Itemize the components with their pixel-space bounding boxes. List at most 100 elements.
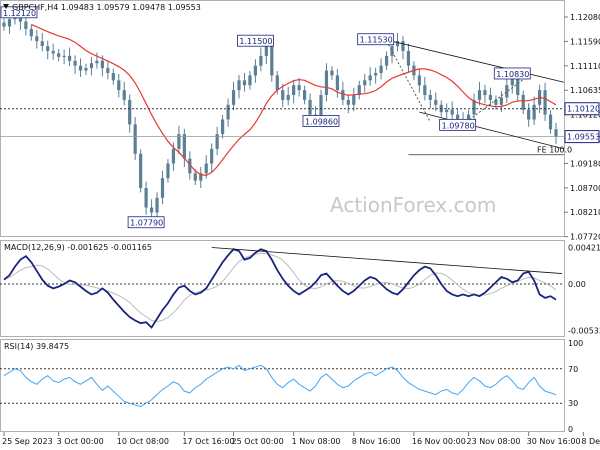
price-tick-label: 1.12080 xyxy=(570,13,600,22)
candle-body xyxy=(472,99,476,115)
level-label-box xyxy=(0,6,38,19)
level-label-box xyxy=(493,67,531,80)
macd-trendline xyxy=(211,247,563,274)
x-tick-label: 8 Nov 16:00 xyxy=(352,437,401,446)
candle-body xyxy=(133,124,137,154)
channel-upper-line xyxy=(375,36,565,83)
current-price-tag-text: 1.09553 xyxy=(567,133,600,142)
x-tick-label: 8 Dec 00:00 xyxy=(581,437,600,446)
watermark: ActionForex.com xyxy=(330,193,496,217)
candle-body xyxy=(275,75,279,91)
candle-body xyxy=(215,134,219,149)
candle-body xyxy=(406,50,411,66)
macd-tick-label: -0.005336 xyxy=(568,326,600,335)
candle-body xyxy=(51,50,55,54)
rsi-line xyxy=(0,364,564,408)
candle-body xyxy=(35,36,39,42)
candle-body xyxy=(122,90,126,100)
ma-line xyxy=(31,23,557,177)
candle-body xyxy=(363,80,367,86)
level-label-text: 1.11530 xyxy=(360,36,393,45)
candle-body xyxy=(319,95,323,118)
price-tick-label: 1.08700 xyxy=(570,184,600,193)
candle-body xyxy=(532,104,536,120)
candle-body xyxy=(434,99,438,105)
candle-body xyxy=(111,73,115,81)
candle-body xyxy=(417,75,421,86)
candle-body xyxy=(423,85,427,96)
candle-body xyxy=(128,99,132,125)
price-tick-label: 1.08210 xyxy=(570,208,600,217)
price-tick-label: 1.11110 xyxy=(570,62,600,71)
candle-body xyxy=(84,68,88,71)
candle-body xyxy=(259,55,263,66)
x-tick-label: 16 Nov 00:00 xyxy=(412,437,466,446)
x-tick-label: 3 Oct 00:00 xyxy=(57,437,104,446)
x-tick-label: 17 Oct 16:00 xyxy=(182,437,234,446)
candle-body xyxy=(516,75,520,96)
level-price-tag xyxy=(564,102,600,116)
macd-signal-line xyxy=(3,252,557,323)
candle-body xyxy=(242,80,247,86)
candle-body xyxy=(308,99,312,115)
candle-body xyxy=(357,85,361,96)
rsi-line xyxy=(3,364,557,408)
candle-body xyxy=(510,75,514,86)
candle-body xyxy=(73,60,77,66)
rsi-title: RSI(14) 39.8475 xyxy=(4,342,69,351)
candle-body xyxy=(221,119,225,135)
candle-body xyxy=(521,95,525,110)
x-tick-label: 30 Nov 16:00 xyxy=(527,437,581,446)
candle-body xyxy=(548,114,553,130)
rsi-tick-label: 100 xyxy=(568,339,583,348)
price-tick-label: 1.11590 xyxy=(570,37,600,46)
candle-body xyxy=(160,178,165,198)
candle-body xyxy=(231,90,236,105)
level-label-box xyxy=(439,118,477,131)
annotations: FE 100.0 1.12120 1.11500 1.11530 1.09860 1.09… xyxy=(0,6,572,229)
level-label-text: 1.12120 xyxy=(3,9,36,18)
level-price-tag-text: 1.10120 xyxy=(567,105,600,114)
candle-body xyxy=(286,95,290,100)
price-tick-label: 1.09180 xyxy=(570,159,600,168)
price-tick-label: 1.10635 xyxy=(570,86,600,95)
candle-body xyxy=(352,95,356,105)
candle-body xyxy=(395,41,400,47)
level-label-text: 1.09780 xyxy=(442,121,475,130)
candle-body xyxy=(100,60,104,69)
candle-body xyxy=(505,85,509,98)
candle-body xyxy=(374,73,378,76)
fib-dash-line xyxy=(462,75,529,125)
candle-body xyxy=(144,188,148,208)
x-tick-label: 23 Nov 08:00 xyxy=(467,437,521,446)
candle-body xyxy=(302,90,307,100)
candle-body xyxy=(188,158,192,174)
candle-body xyxy=(488,95,493,100)
channel-lower-line xyxy=(419,111,565,150)
candle-body xyxy=(450,109,454,115)
level-label-box xyxy=(357,33,395,46)
current-price-tag xyxy=(564,130,600,144)
candle-body xyxy=(330,70,334,76)
collapse-triangle-icon xyxy=(3,4,9,9)
candle-body xyxy=(543,90,547,115)
level-label-text: 1.07790 xyxy=(130,219,163,228)
candle-body xyxy=(335,75,339,91)
candle-body xyxy=(95,60,99,64)
candle-body xyxy=(384,55,389,66)
candle-body xyxy=(46,46,50,51)
macd-main-line xyxy=(3,248,557,329)
candle-body xyxy=(40,41,44,47)
candle-body xyxy=(390,46,394,56)
x-tick-label: 1 Nov 08:00 xyxy=(292,437,341,446)
level-label-box xyxy=(302,115,340,127)
candle-body xyxy=(57,53,61,57)
x-tick-label: 25 Sep 2023 xyxy=(2,437,53,446)
candle-body xyxy=(281,90,285,100)
candle-body xyxy=(204,163,208,174)
candle-body xyxy=(106,68,110,73)
candle-body xyxy=(149,207,154,213)
moving-average xyxy=(31,23,557,177)
candle-body xyxy=(379,65,383,73)
candle-body xyxy=(499,97,503,105)
